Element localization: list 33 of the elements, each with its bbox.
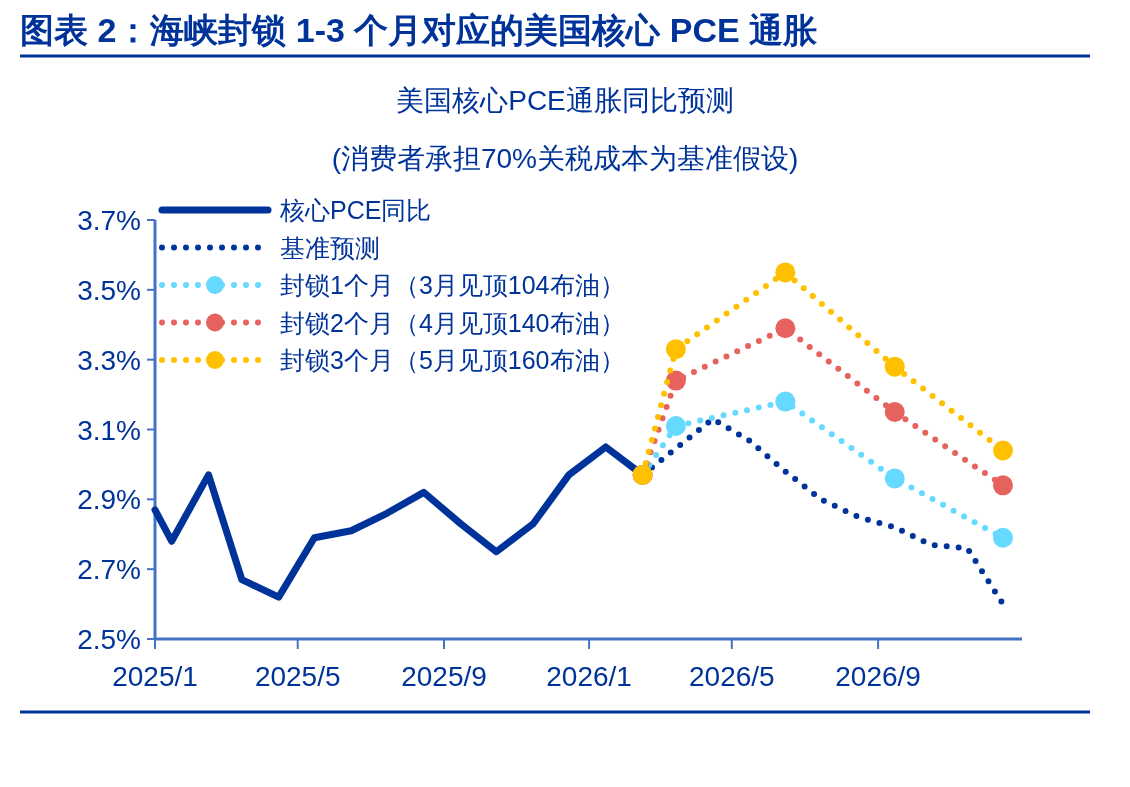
point xyxy=(884,402,905,423)
x-tick-label: 2026/1 xyxy=(546,661,632,692)
chart-title: 图表 2：海峡封锁 1-3 个月对应的美国核心 PCE 通胀 xyxy=(20,11,819,49)
point xyxy=(992,527,1013,548)
legend-label: 封锁3个月（5月见顶160布油） xyxy=(280,346,625,374)
x-tick-label: 2026/9 xyxy=(835,661,921,692)
y-tick-label: 3.1% xyxy=(77,414,141,446)
point xyxy=(884,356,905,377)
point xyxy=(775,262,796,283)
x-tick-label: 2026/5 xyxy=(688,661,775,692)
x-tick-label: 2025/5 xyxy=(254,661,341,692)
legend-label: 核心PCE同比 xyxy=(279,196,432,224)
chart-subtitle: 美国核心PCE通胀同比预测 xyxy=(396,85,734,116)
point xyxy=(884,468,905,489)
point xyxy=(665,339,686,360)
point xyxy=(665,416,686,437)
point xyxy=(992,440,1013,461)
y-tick-label: 3.5% xyxy=(77,274,141,306)
y-tick-label: 2.5% xyxy=(77,624,141,655)
legend-label: 封锁2个月（4月见顶140布油） xyxy=(280,308,625,337)
point xyxy=(992,475,1013,496)
x-tick-label: 2025/1 xyxy=(112,661,198,692)
point xyxy=(775,391,796,412)
y-tick-label: 3.3% xyxy=(77,344,141,376)
point xyxy=(775,318,796,339)
y-tick-label: 3.7% xyxy=(77,205,141,236)
text: (消费者承担70%关税成本为基准假设) xyxy=(331,143,799,174)
y-tick-label: 2.7% xyxy=(77,554,141,586)
y-tick-label: 2.9% xyxy=(77,484,141,516)
legend-label: 封锁1个月（3月见顶104布油） xyxy=(280,271,625,299)
legend-label: 基准预测 xyxy=(280,233,380,262)
point xyxy=(665,370,686,391)
x-tick-label: 2025/9 xyxy=(401,661,487,692)
